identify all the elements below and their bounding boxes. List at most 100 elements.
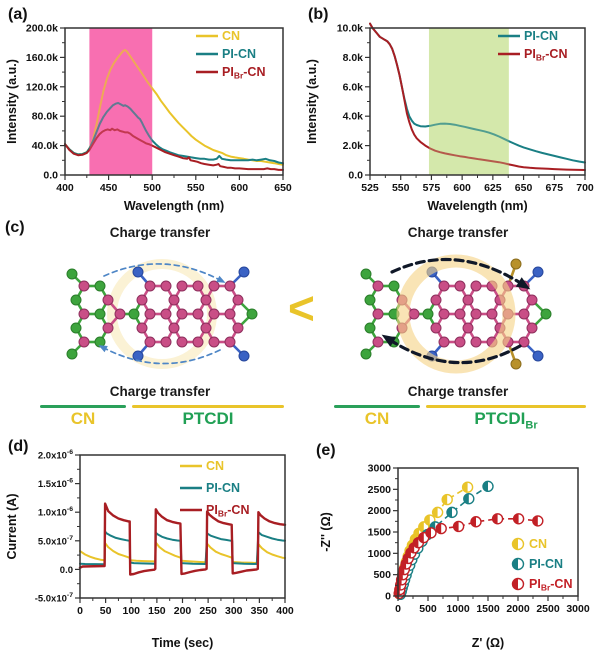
svg-text:650: 650 [515,182,533,194]
svg-text:400: 400 [276,605,294,617]
svg-text:350: 350 [251,605,269,617]
panel-d-label: (d) [8,438,29,455]
chart-svg-d: 0 50 100 150 200 250 300 350 400 -5.0x10-7 0.0 5.0x… [5,449,294,650]
chart-svg-e: 0 500 1000 1500 2000 2500 3000 0 500 1000 1500 2000… [319,463,590,651]
svg-text:300: 300 [225,605,243,617]
panel-b-label: (b) [308,6,329,23]
svg-text:600: 600 [231,182,249,194]
svg-text:1.0x10-6: 1.0x10-6 [38,506,73,519]
charge-transfer-bottom-label: Charge transfer [109,384,211,399]
svg-text:PI-CN: PI-CN [222,47,256,61]
ptcdi-part-label: PTCDI [182,409,234,428]
svg-text:-Z'' (Ω): -Z'' (Ω) [319,512,333,552]
svg-text:500: 500 [143,182,161,194]
svg-text:Wavelength (nm): Wavelength (nm) [427,199,527,213]
ptcdibr-underline [426,405,586,408]
svg-text:150: 150 [148,605,166,617]
less-than-symbol: < [288,282,315,334]
cn-underline [334,405,420,408]
svg-text:0.0: 0.0 [43,170,58,182]
panel-b: (b) 525 550 575 600 625 650 675 700 0.0 2.0k 4.0k 6… [300,0,600,215]
molecule-svg-left [66,259,258,369]
svg-text:550: 550 [392,182,410,194]
panel-e-label: (e) [316,442,336,459]
svg-text:120.0k: 120.0k [26,81,58,93]
svg-text:PIBr-CN: PIBr-CN [529,577,572,593]
svg-text:80.0k: 80.0k [32,111,58,123]
svg-text:6.0k: 6.0k [343,81,364,93]
svg-text:3000: 3000 [368,463,392,475]
svg-text:250: 250 [199,605,217,617]
photocurrent-chart: 0 50 100 150 200 250 300 350 400 -5.0x10-7 0.0 5.0x… [0,432,300,652]
svg-text:Wavelength (nm): Wavelength (nm) [124,199,224,213]
molecule-svg-right [360,254,552,374]
svg-text:10.0k: 10.0k [337,23,363,35]
svg-text:0.0: 0.0 [60,565,73,576]
cn-ptcdibr-molecule [324,244,584,389]
svg-text:160.0k: 160.0k [26,52,58,64]
svg-text:2500: 2500 [368,484,392,496]
svg-text:Intensity (a.u.): Intensity (a.u.) [305,59,319,144]
svg-text:1500: 1500 [476,603,500,615]
svg-text:2500: 2500 [536,603,560,615]
svg-text:100: 100 [122,605,140,617]
charge-transfer-top-label: Charge transfer [407,225,509,240]
svg-text:2.0x10-6: 2.0x10-6 [38,449,73,462]
ptcdi-underline [132,405,284,408]
charge-transfer-bottom-label: Charge transfer [407,384,509,399]
svg-text:4.0k: 4.0k [343,111,364,123]
svg-text:CN: CN [222,29,240,43]
charge-transfer-top-label: Charge transfer [109,225,211,240]
svg-text:8.0k: 8.0k [343,52,364,64]
svg-text:500: 500 [419,603,437,615]
svg-text:1500: 1500 [368,527,392,539]
svg-text:2000: 2000 [506,603,530,615]
pl-spectra-chart: 400 450 500 550 600 650 0.0 40.0k 80.0k 120.0k 160… [0,0,300,220]
svg-text:PI-CN: PI-CN [206,481,240,495]
svg-text:575: 575 [423,182,441,194]
absorption-tail-chart: 525 550 575 600 625 650 675 700 0.0 2.0k 4.0k 6.0k 8… [300,0,600,220]
svg-text:400: 400 [56,182,74,194]
chart-svg-b: 525 550 575 600 625 650 675 700 0.0 2.0k 4.0k 6.0k 8… [305,23,594,214]
svg-text:675: 675 [546,182,564,194]
panel-a: (a) 400 450 500 550 600 650 0.0 40.0k 80.0k 120.0… [0,0,300,215]
svg-text:Current (A): Current (A) [5,494,19,560]
charge-transfer-diagram-left: Charge transfer Charge transfer CN PTCDI [28,225,292,431]
charge-transfer-diagram-right: Charge transfer Charge transfer CN PTCDI… [322,225,594,431]
panel-d: (d) 0 50 100 150 200 250 300 350 400 -5.0x10-7 0.0… [0,432,300,652]
eis-nyquist-chart: 0 500 1000 1500 2000 2500 3000 0 500 1000 1500 2000… [300,432,600,652]
cn-ptcdi-molecule [30,244,290,389]
svg-text:CN: CN [529,537,547,551]
svg-text:PI-CN: PI-CN [524,29,558,43]
svg-text:50: 50 [100,605,112,617]
svg-text:3000: 3000 [566,603,590,615]
svg-text:CN: CN [206,459,224,473]
svg-text:650: 650 [274,182,292,194]
cn-part-label: CN [70,409,96,428]
svg-text:0: 0 [385,591,391,603]
svg-text:Intensity (a.u.): Intensity (a.u.) [5,59,19,144]
svg-text:PIBr-CN: PIBr-CN [524,47,567,63]
panel-a-label: (a) [8,6,28,23]
svg-text:500: 500 [373,569,391,581]
svg-text:200.0k: 200.0k [26,23,58,35]
svg-text:-5.0x10-7: -5.0x10-7 [35,592,74,605]
svg-text:2.0k: 2.0k [343,140,364,152]
svg-text:525: 525 [361,182,379,194]
svg-text:550: 550 [187,182,205,194]
panel-c: (c) Charge transfer Charge transfer CN P… [0,215,600,432]
svg-text:450: 450 [100,182,118,194]
svg-text:Z' (Ω): Z' (Ω) [472,636,504,650]
svg-text:625: 625 [484,182,502,194]
cn-underline [40,405,126,408]
panel-c-label: (c) [5,219,25,236]
svg-text:200: 200 [174,605,192,617]
svg-text:1.5x10-6: 1.5x10-6 [38,478,73,491]
svg-text:0: 0 [77,605,83,617]
svg-text:PIBr-CN: PIBr-CN [222,65,265,81]
chart-svg-a: 400 450 500 550 600 650 0.0 40.0k 80.0k 120.0k 160… [5,23,292,214]
svg-text:0: 0 [395,603,401,615]
svg-text:PI-CN: PI-CN [529,557,563,571]
svg-text:40.0k: 40.0k [32,140,58,152]
